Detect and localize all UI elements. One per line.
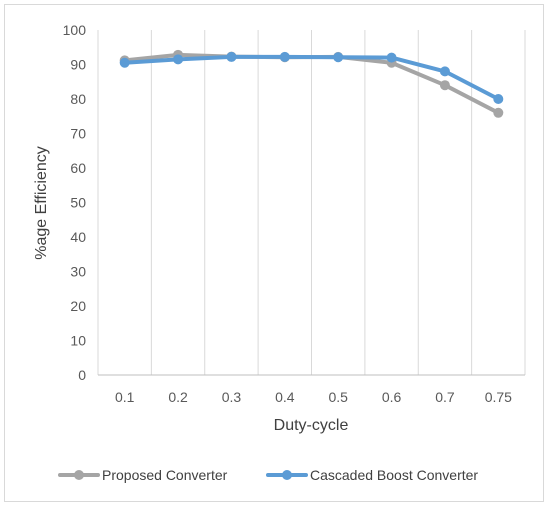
x-tick-label: 0.75: [485, 389, 512, 405]
gridlines: [97, 30, 526, 375]
y-tick-label: 30: [70, 264, 86, 280]
series-lines: [119, 49, 504, 118]
y-tick-label: 80: [70, 91, 86, 107]
data-point: [493, 94, 504, 104]
data-point: [439, 66, 450, 77]
legend-label: Proposed Converter: [102, 467, 228, 483]
data-point: [493, 107, 504, 118]
series-line: [122, 54, 501, 101]
x-tick-label: 0.5: [328, 389, 348, 405]
y-tick-labels: 0 10 20 30 40 50 60 70 80 90 100: [63, 22, 87, 383]
series-cascaded-boost-converter: [119, 51, 504, 104]
x-tick-label: 0.1: [115, 389, 135, 405]
data-point: [333, 52, 344, 63]
y-tick-label: 0: [78, 367, 86, 383]
data-point: [173, 54, 184, 65]
y-tick-label: 40: [70, 229, 86, 245]
y-axis-title: %age Efficiency: [33, 146, 50, 260]
data-point: [279, 51, 290, 62]
x-tick-label: 0.2: [168, 389, 188, 405]
legend-item: Cascaded Boost Converter: [266, 467, 478, 483]
y-tick-label: 60: [70, 160, 86, 176]
data-point: [439, 80, 450, 91]
legend-swatch-marker: [74, 470, 84, 480]
x-tick-label: 0.7: [435, 389, 455, 405]
chart-frame: [4, 4, 544, 502]
y-tick-label: 50: [70, 195, 86, 211]
data-point: [226, 51, 237, 62]
x-tick-label: 0.6: [382, 389, 402, 405]
x-tick-label: 0.3: [222, 389, 242, 405]
data-point: [386, 52, 397, 63]
y-tick-label: 20: [70, 298, 86, 314]
legend-item: Proposed Converter: [58, 467, 228, 483]
y-tick-label: 90: [70, 57, 86, 73]
x-tick-label: 0.4: [275, 389, 295, 405]
x-axis-title: Duty-cycle: [274, 417, 349, 434]
legend-swatch-marker: [282, 470, 292, 480]
x-tick-labels: 0.1 0.2 0.3 0.4 0.5 0.6 0.7 0.75: [115, 389, 512, 405]
legend: Proposed Converter Cascaded Boost Convert…: [58, 467, 478, 483]
y-tick-label: 70: [70, 126, 86, 142]
y-tick-label: 100: [63, 22, 87, 38]
legend-label: Cascaded Boost Converter: [310, 467, 478, 483]
y-tick-label: 10: [70, 333, 86, 349]
data-point: [119, 57, 130, 68]
